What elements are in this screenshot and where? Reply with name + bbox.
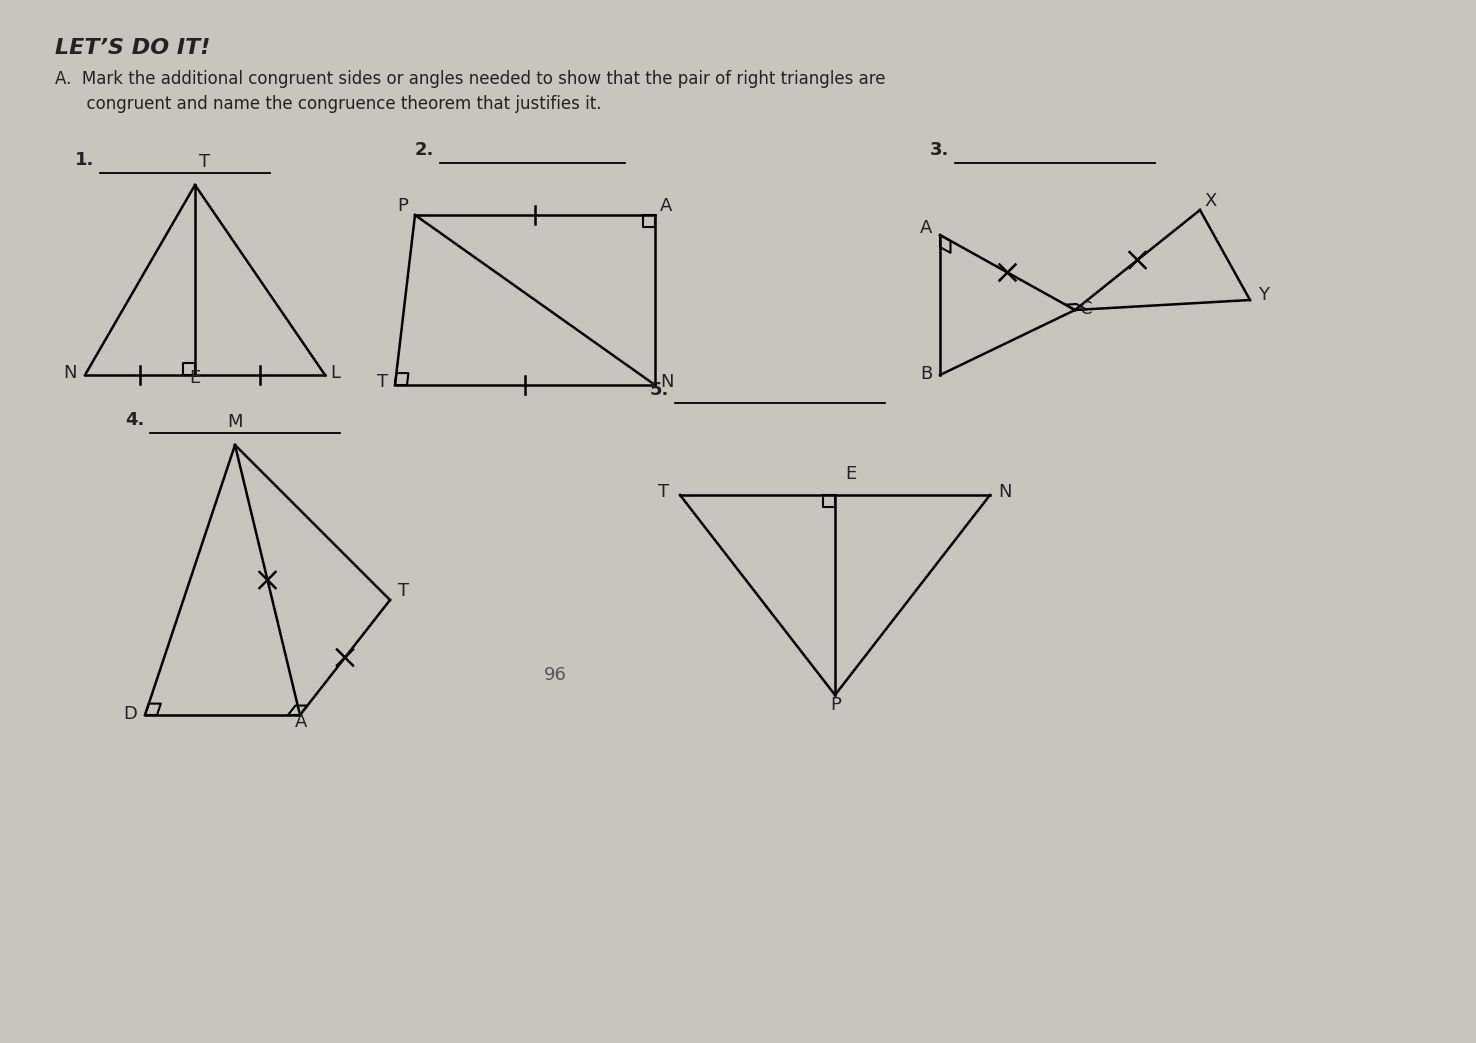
Text: E: E (189, 369, 201, 387)
Text: X: X (1204, 192, 1216, 210)
Text: A: A (920, 219, 933, 237)
Text: 3.: 3. (930, 141, 949, 159)
Text: B: B (920, 365, 933, 383)
Text: N: N (998, 483, 1011, 501)
Text: A.  Mark the additional congruent sides or angles needed to show that the pair o: A. Mark the additional congruent sides o… (55, 70, 886, 88)
Text: 5.: 5. (649, 381, 670, 399)
Text: E: E (844, 465, 856, 483)
Text: 96: 96 (543, 666, 567, 684)
Text: congruent and name the congruence theorem that justifies it.: congruent and name the congruence theore… (55, 95, 602, 113)
Text: N: N (660, 373, 673, 391)
Text: A: A (660, 197, 673, 215)
Text: M: M (227, 413, 242, 431)
Text: A: A (295, 713, 307, 731)
Text: 2.: 2. (415, 141, 434, 159)
Text: Y: Y (1258, 286, 1269, 304)
Text: T: T (199, 153, 210, 171)
Text: N: N (63, 364, 77, 382)
Text: P: P (830, 696, 841, 714)
Text: T: T (658, 483, 669, 501)
Text: LET’S DO IT!: LET’S DO IT! (55, 38, 211, 58)
Text: T: T (399, 582, 409, 600)
Text: P: P (397, 197, 407, 215)
Text: 4.: 4. (125, 411, 145, 429)
Text: 1.: 1. (75, 151, 94, 169)
Text: C: C (1080, 300, 1092, 318)
Text: L: L (331, 364, 339, 382)
Text: T: T (376, 373, 388, 391)
Text: D: D (123, 705, 137, 723)
